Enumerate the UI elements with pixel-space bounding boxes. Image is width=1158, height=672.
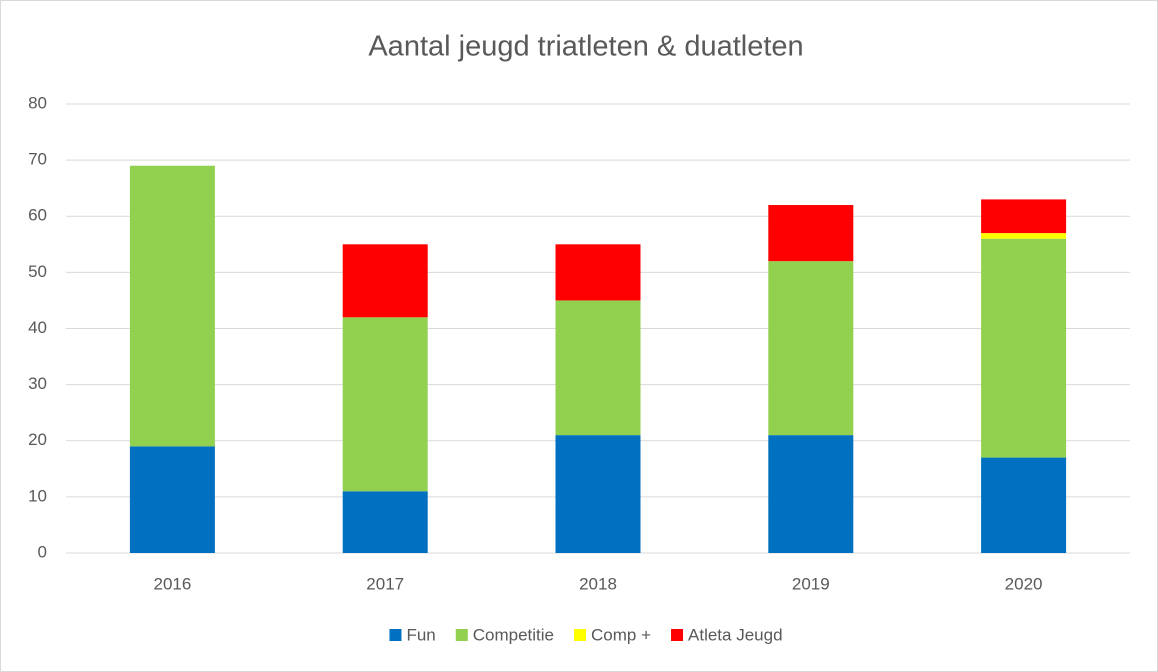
bar-segment [342,317,428,492]
legend-swatch [389,629,402,641]
bar-segment [342,491,428,553]
y-tick-label: 30 [28,374,47,393]
x-tick-label: 2019 [792,574,830,593]
y-tick-label: 10 [28,486,47,505]
bar-segment [768,205,854,262]
bar-segment [768,435,854,553]
legend-label: Fun [406,625,435,644]
bar-segment [981,233,1067,239]
bar-segment [981,457,1067,553]
y-tick-label: 40 [28,318,47,337]
y-tick-label: 70 [28,150,47,169]
bar-segment [129,446,215,553]
bar-segment [555,435,641,553]
chart-title: Aantal jeugd triatleten & duatleten [368,31,803,63]
y-tick-label: 60 [28,206,47,225]
x-tick-label: 2017 [366,574,404,593]
bar-segment [342,244,428,318]
bar-segment [555,244,641,301]
legend-swatch [574,629,587,641]
legend-label: Competitie [473,625,554,644]
legend-swatch [671,629,684,641]
bar-segment [768,261,854,436]
legend-label: Comp + [591,625,651,644]
y-tick-label: 20 [28,430,47,449]
legend-label: Atleta Jeugd [688,625,783,644]
bar-segment [981,199,1067,234]
x-tick-label: 2020 [1005,574,1043,593]
bar-segment [555,300,641,436]
x-tick-label: 2016 [153,574,191,593]
y-tick-label: 0 [38,542,47,561]
x-tick-label: 2018 [579,574,617,593]
y-tick-label: 50 [28,262,47,281]
bar-segment [981,238,1067,458]
legend-swatch [455,629,468,641]
y-tick-label: 80 [28,93,47,112]
bar-segment [129,165,215,447]
